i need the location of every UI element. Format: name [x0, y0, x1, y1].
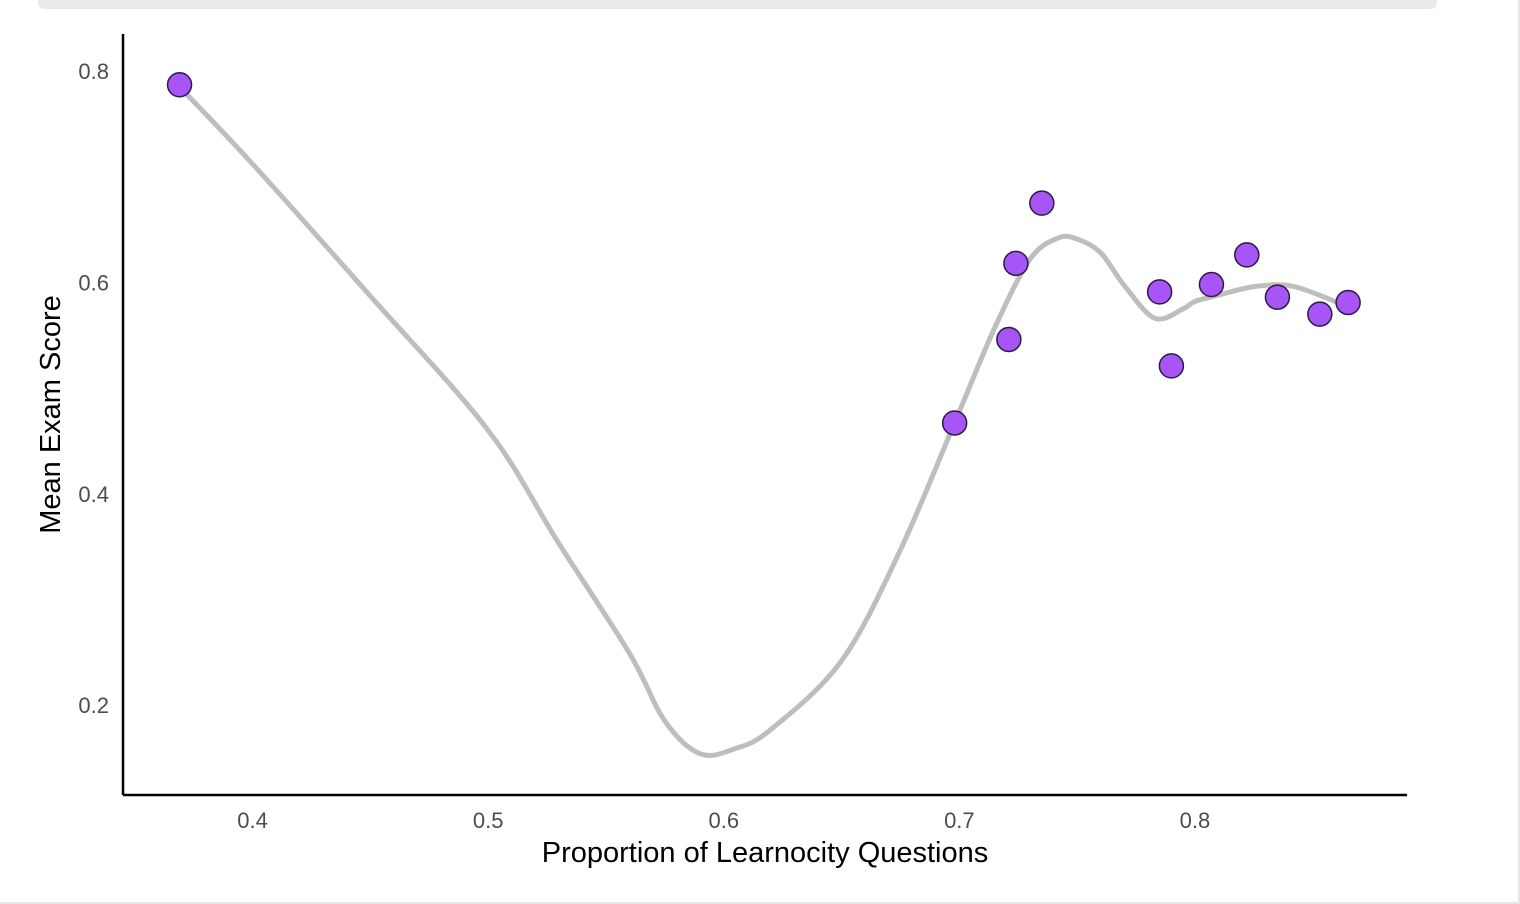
data-point: [941, 410, 968, 436]
data-point: [1198, 271, 1225, 298]
data-point: [1029, 190, 1055, 216]
x-tick-label: 0.5: [473, 808, 504, 833]
x-tick-label: 0.8: [1180, 808, 1211, 833]
y-axis-title: Mean Exam Score: [35, 295, 67, 534]
points-layer: [166, 71, 1361, 436]
smooth-curve-layer: [177, 84, 1351, 758]
x-tick-label: 0.7: [944, 808, 975, 833]
tick-labels-layer: 0.4 0.5 0.6 0.7 0.8 0.2 0.4 0.6 0.8: [78, 59, 1210, 833]
y-tick-label: 0.2: [78, 693, 109, 718]
smooth-trend-line: [177, 84, 1351, 758]
data-point: [1264, 284, 1291, 310]
axes: [121, 34, 1407, 797]
x-tick-label: 0.6: [708, 808, 739, 833]
y-tick-label: 0.8: [78, 59, 109, 84]
data-point: [1307, 301, 1333, 327]
data-point: [1146, 279, 1173, 305]
top-panel-strip: [38, 0, 1437, 9]
data-point: [1003, 250, 1029, 277]
data-point: [1335, 289, 1361, 316]
x-tick-label: 0.4: [237, 808, 268, 833]
data-point: [166, 71, 193, 98]
data-point: [996, 326, 1022, 353]
data-point: [1234, 242, 1260, 268]
x-axis-title: Proportion of Learnocity Questions: [542, 837, 989, 869]
y-tick-label: 0.4: [78, 482, 109, 507]
y-tick-label: 0.6: [78, 270, 109, 295]
data-point: [1158, 353, 1185, 379]
